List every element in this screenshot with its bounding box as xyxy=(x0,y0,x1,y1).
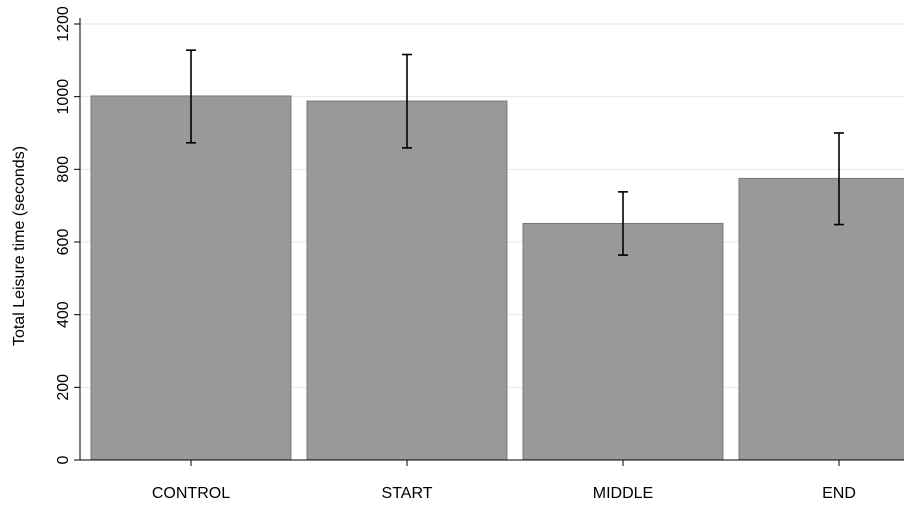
y-tick-label: 1200 xyxy=(55,6,72,42)
y-tick-labels: 0 200 400 600 800 1000 1200 xyxy=(55,6,80,464)
y-tick-label: 200 xyxy=(55,374,72,401)
bar-control xyxy=(90,95,292,461)
y-tick-label: 1000 xyxy=(55,79,72,115)
bar-middle xyxy=(522,222,724,461)
error-bar-middle xyxy=(618,191,628,256)
x-tick-labels: CONTROL START MIDDLE END xyxy=(152,460,856,502)
axes xyxy=(79,18,904,461)
y-tick-label: 0 xyxy=(55,455,72,464)
x-tick-label-middle: MIDDLE xyxy=(593,485,653,502)
bar-start xyxy=(306,100,508,461)
error-bars xyxy=(186,49,844,256)
x-tick-label-end: END xyxy=(822,485,856,502)
error-bar-start xyxy=(402,53,412,149)
y-tick-label: 400 xyxy=(55,301,72,328)
y-tick-label: 600 xyxy=(55,229,72,256)
y-tick-label: 800 xyxy=(55,156,72,183)
bars xyxy=(90,95,904,461)
bar-end xyxy=(738,177,904,461)
y-axis-title: Total Leisure time (seconds) xyxy=(11,146,28,346)
x-tick-label-start: START xyxy=(382,485,433,502)
error-bar-end xyxy=(834,132,844,226)
x-tick-label-control: CONTROL xyxy=(152,485,230,502)
error-bar-control xyxy=(186,49,196,144)
